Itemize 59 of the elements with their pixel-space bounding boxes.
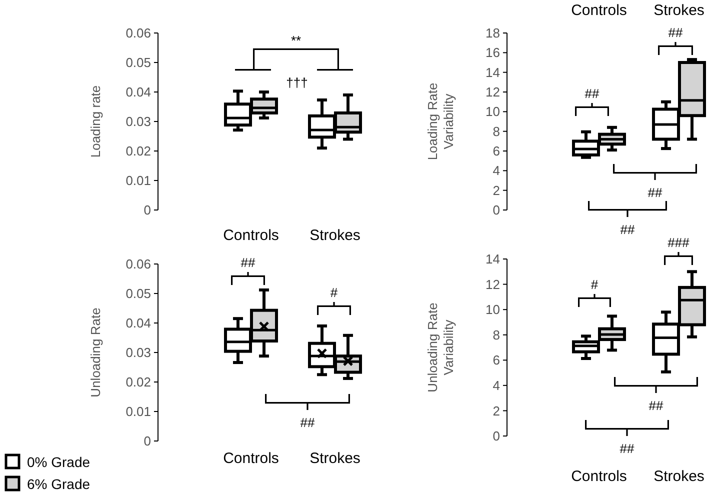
- y-tick-label: 12: [486, 84, 500, 100]
- y-tick-label: 0.03: [126, 345, 151, 360]
- y-tick-label: 0.04: [126, 84, 151, 100]
- y-tick-label: 0: [492, 428, 500, 444]
- annotation: **: [290, 33, 302, 48]
- annotation: ##: [648, 398, 664, 413]
- y-axis-title: Unloading Rate Variability: [425, 302, 456, 392]
- y-tick-label: 2: [492, 182, 500, 198]
- y-tick-label: 8: [492, 327, 500, 342]
- annotation: ##: [584, 86, 600, 101]
- y-tick-label: 8: [492, 124, 500, 139]
- annotation: #: [590, 277, 599, 292]
- y-tick-label: 12: [486, 276, 500, 292]
- y-tick-label: 0.01: [126, 173, 151, 188]
- y-tick-label: 0.02: [126, 144, 151, 159]
- y-tick-label: 2: [492, 403, 500, 418]
- x-tick-label: Strokes: [310, 450, 360, 467]
- y-tick-label: 0.06: [126, 256, 151, 272]
- x-tick-label: Controls: [223, 450, 279, 467]
- text: ##: [620, 222, 636, 237]
- y-tick-label: 14: [486, 64, 500, 80]
- legend-label: 6% Grade: [27, 476, 90, 492]
- y-tick-label: 0.03: [126, 114, 151, 130]
- y-tick-label: 0.05: [126, 55, 151, 70]
- y-tick-label: 0.04: [126, 316, 151, 331]
- y-tick-label: 6: [492, 144, 500, 159]
- y-tick-label: 0: [492, 202, 500, 218]
- y-axis-title: Loading rate: [88, 85, 103, 158]
- x-tick-label: Controls: [571, 468, 627, 485]
- y-tick-label: 14: [486, 252, 500, 267]
- y-tick-label: 0.02: [126, 374, 151, 390]
- annotation: ##: [240, 255, 256, 270]
- y-tick-label: 10: [486, 302, 500, 318]
- y-tick-label: 0: [144, 434, 151, 449]
- y-tick-label: 0.05: [126, 286, 151, 302]
- y-axis-title: Unloading Rate: [88, 308, 103, 398]
- x-tick-label: Controls: [223, 227, 279, 244]
- y-tick-label: 0.06: [126, 26, 151, 41]
- y-tick-label: 6: [492, 352, 500, 368]
- annotation: ##: [668, 25, 684, 40]
- y-tick-label: 4: [492, 378, 500, 393]
- text: ###: [668, 235, 690, 250]
- y-tick-label: 10: [486, 104, 500, 120]
- legend-label: 0% Grade: [27, 454, 90, 470]
- x-tick-label: Controls: [571, 2, 627, 19]
- x-tick-label: Strokes: [654, 468, 704, 485]
- x-tick-label: Strokes: [654, 2, 704, 19]
- annotation: #: [330, 285, 338, 300]
- y-tick-label: 18: [486, 26, 500, 41]
- annotation: ##: [648, 185, 663, 200]
- y-tick-label: 0.01: [126, 404, 151, 420]
- annotation: ##: [300, 415, 316, 430]
- text: ##: [620, 441, 635, 456]
- y-tick-label: 0: [144, 202, 151, 218]
- y-axis-title: Loading Rate Variability: [425, 82, 456, 160]
- x-tick-label: Strokes: [310, 227, 360, 244]
- annotation: †††: [286, 75, 308, 90]
- y-tick-label: 16: [486, 45, 500, 60]
- y-tick-label: 4: [492, 163, 500, 178]
